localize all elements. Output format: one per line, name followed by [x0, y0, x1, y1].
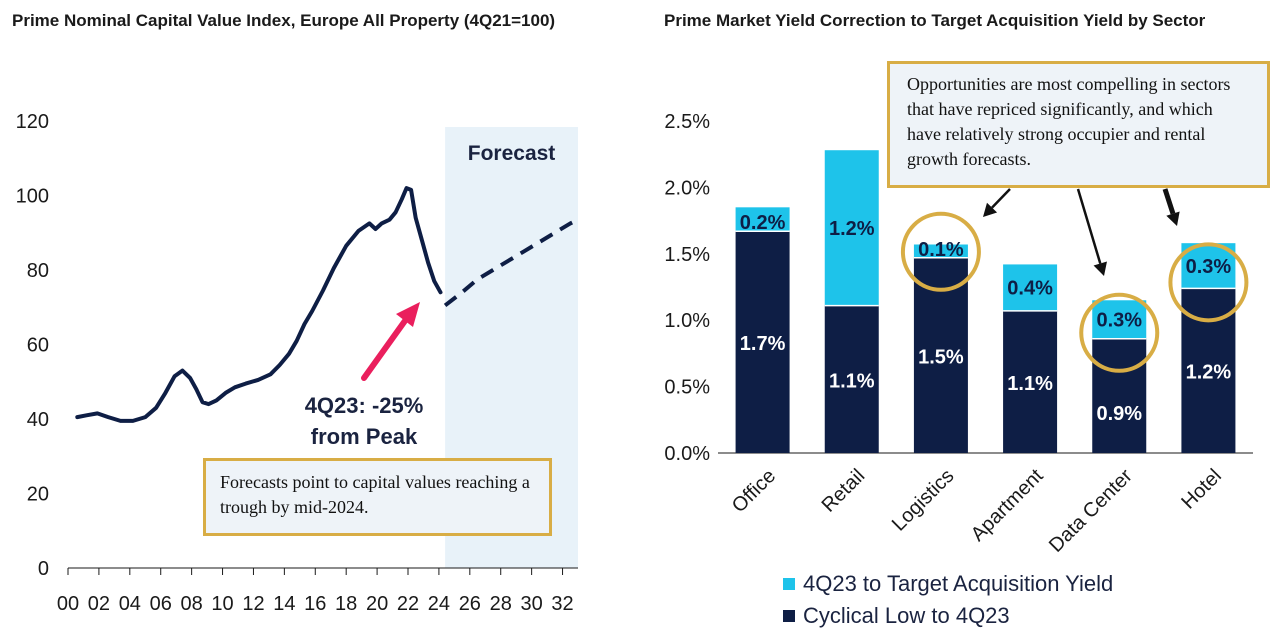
bar-chart-note: Opportunities are most compelling in sec… [887, 61, 1270, 188]
bar-target-label: 0.3% [1096, 310, 1142, 332]
line-chart-x-tick: 28 [490, 593, 512, 615]
line-chart-x-tick: 22 [397, 593, 419, 615]
bar-target-label: 0.4% [1007, 278, 1053, 300]
bar-target-apartment [1003, 264, 1058, 311]
line-chart-y-tick: 40 [27, 409, 49, 431]
bar-cyclical-label: 1.2% [1186, 362, 1232, 384]
line-chart-x-tick: 24 [428, 593, 450, 615]
note-arrow-head-logistics [983, 202, 998, 217]
line-chart-x-tick: 26 [459, 593, 481, 615]
line-chart-x-tick: 30 [521, 593, 543, 615]
bar-chart-category-label: Retail [818, 465, 870, 517]
line-chart-y-tick: 80 [27, 260, 49, 282]
bar-chart-y-tick: 0.0% [664, 443, 710, 465]
bar-chart-category-label: Hotel [1177, 465, 1226, 514]
bar-chart-y-tick: 0.5% [664, 377, 710, 399]
legend-label-target: 4Q23 to Target Acquisition Yield [803, 571, 1114, 596]
bar-target-label: 0.2% [740, 212, 786, 234]
bar-target-label: 0.1% [918, 239, 964, 261]
bar-target-office [735, 207, 790, 232]
legend-swatch-target [783, 578, 795, 590]
line-chart-x-tick: 14 [273, 593, 295, 615]
bar-cyclical-label: 1.1% [1007, 373, 1053, 395]
line-chart-x-tick: 20 [366, 593, 388, 615]
bar-cyclical-label: 1.1% [829, 370, 875, 392]
bar-chart-y-tick: 1.5% [664, 244, 710, 266]
note-arrow-data-center [1076, 188, 1102, 264]
bar-target-label: 0.3% [1186, 256, 1232, 278]
forecast-series-line [443, 217, 579, 307]
legend-swatch-cyclical [783, 610, 795, 622]
bar-chart-category-label: Logistics [888, 465, 959, 536]
line-chart-y-tick: 0 [38, 558, 49, 580]
bar-cyclical-apartment [1003, 310, 1058, 453]
bar-target-data-center [1092, 300, 1147, 339]
line-chart-x-tick: 08 [181, 593, 203, 615]
line-chart-x-tick: 02 [88, 593, 110, 615]
line-chart-y-tick: 120 [16, 111, 49, 133]
note-arrow-head-data-center [1093, 261, 1107, 276]
highlight-circle-hotel [1168, 242, 1249, 323]
bar-target-retail [824, 150, 879, 306]
peak-drop-arrow-head [396, 302, 420, 327]
line-chart-x-tick: 06 [150, 593, 172, 615]
line-chart-x-tick: 12 [242, 593, 264, 615]
line-chart-note: Forecasts point to capital values reachi… [203, 458, 552, 536]
line-chart-x-tick: 04 [119, 593, 141, 615]
line-chart-x-tick: 00 [57, 593, 79, 615]
bar-cyclical-label: 1.7% [740, 333, 786, 355]
bar-target-logistics [913, 244, 968, 258]
bar-cyclical-label: 1.5% [918, 346, 964, 368]
peak-drop-arrow-shaft [361, 315, 410, 381]
note-arrow-logistics [991, 188, 1011, 209]
bar-chart-category-label: Data Center [1045, 465, 1137, 557]
bar-chart-y-tick: 1.0% [664, 310, 710, 332]
actual-series-line [75, 186, 443, 423]
line-chart-x-tick: 16 [304, 593, 326, 615]
legend-item-cyclical: Cyclical Low to 4Q23 [783, 602, 1010, 630]
legend-label-cyclical: Cyclical Low to 4Q23 [803, 603, 1010, 628]
line-chart-x-tick: 10 [211, 593, 233, 615]
bar-cyclical-data-center [1092, 338, 1147, 453]
bar-chart-y-tick: 2.0% [664, 177, 710, 199]
peak-drop-annotation-line-2: from Peak [311, 424, 418, 449]
bar-cyclical-label: 0.9% [1096, 403, 1142, 425]
line-chart-y-tick: 60 [27, 335, 49, 357]
line-chart-y-tick: 100 [16, 186, 49, 208]
bar-cyclical-retail [824, 305, 879, 453]
highlight-circle-logistics [900, 211, 981, 292]
bar-chart-title: Prime Market Yield Correction to Target … [664, 11, 1206, 30]
peak-drop-annotation-line-1: 4Q23: -25% [305, 393, 424, 418]
bar-cyclical-office [735, 231, 790, 453]
bar-chart-category-label: Office [728, 465, 780, 517]
bar-chart-category-label: Apartment [967, 465, 1048, 546]
line-chart-x-tick: 18 [335, 593, 357, 615]
forecast-label: Forecast [468, 142, 556, 165]
note-arrow-head-hotel [1166, 211, 1180, 226]
line-chart-title: Prime Nominal Capital Value Index, Europ… [12, 11, 556, 30]
legend-item-target: 4Q23 to Target Acquisition Yield [783, 570, 1113, 598]
bar-target-label: 1.2% [829, 218, 875, 240]
highlight-circle-data-center [1079, 292, 1160, 373]
line-chart-y-tick: 20 [27, 484, 49, 506]
peak-drop-arrow [361, 302, 420, 381]
line-chart-x-tick: 32 [551, 593, 573, 615]
bar-chart-y-tick: 2.5% [664, 111, 710, 133]
note-arrow-hotel [1162, 188, 1176, 215]
